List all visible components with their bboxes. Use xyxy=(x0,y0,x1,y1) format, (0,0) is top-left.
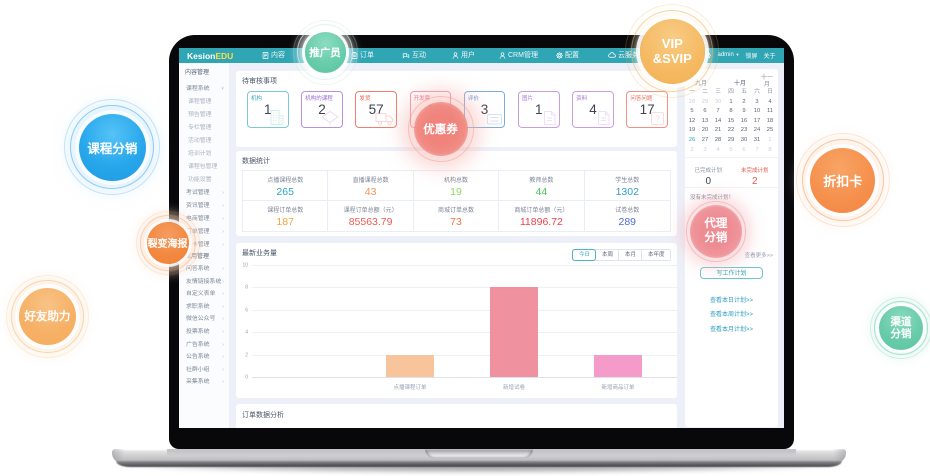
svg-text:?: ? xyxy=(655,114,660,124)
